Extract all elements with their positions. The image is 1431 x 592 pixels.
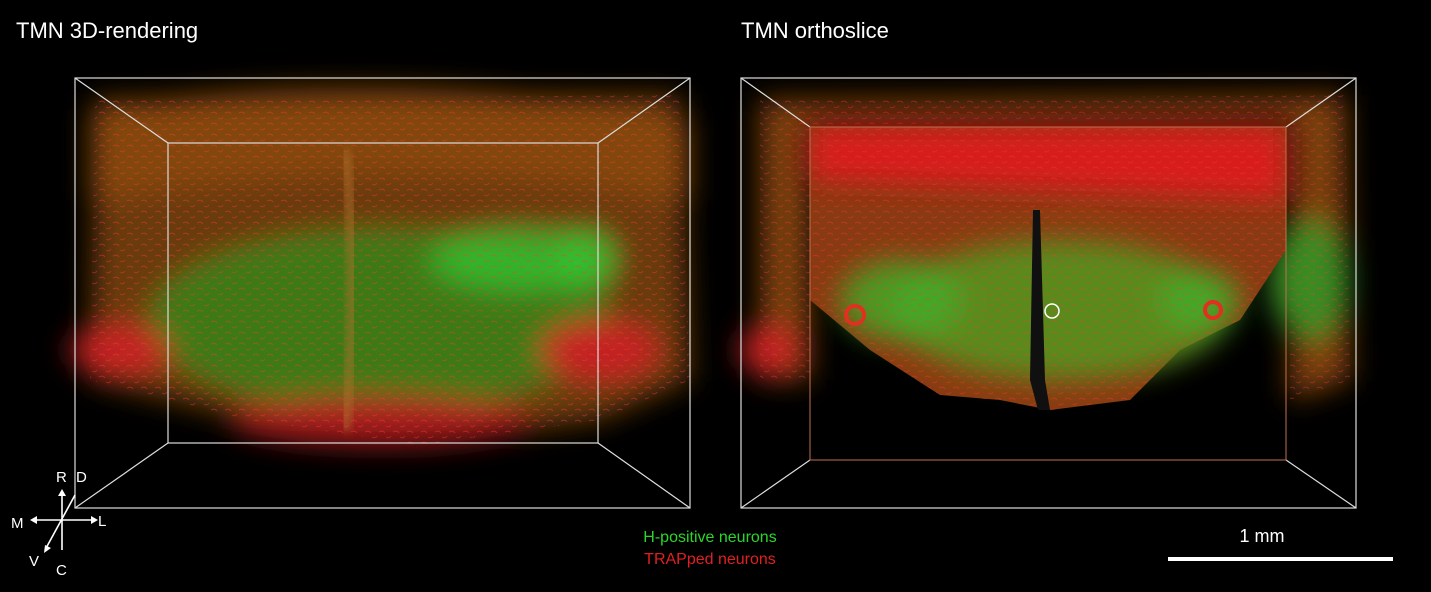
orientation-label: C — [56, 562, 67, 579]
orientation-label: D — [76, 469, 87, 486]
orientation-label: M — [11, 515, 24, 532]
legend-label: TRAPped neurons — [644, 551, 776, 568]
panel-title: TMN orthoslice — [741, 18, 889, 43]
panel-title: TMN 3D-rendering — [16, 18, 198, 43]
orientation-label: L — [98, 513, 106, 530]
orthoslice-panel — [740, 77, 1357, 509]
legend-label: H-positive neurons — [643, 529, 776, 546]
scale-bar-label: 1 mm — [1240, 526, 1285, 546]
orientation-label: V — [29, 553, 39, 570]
orientation-label: R — [56, 469, 67, 486]
orientation-axes — [30, 489, 98, 553]
rendering-panel — [70, 77, 691, 509]
